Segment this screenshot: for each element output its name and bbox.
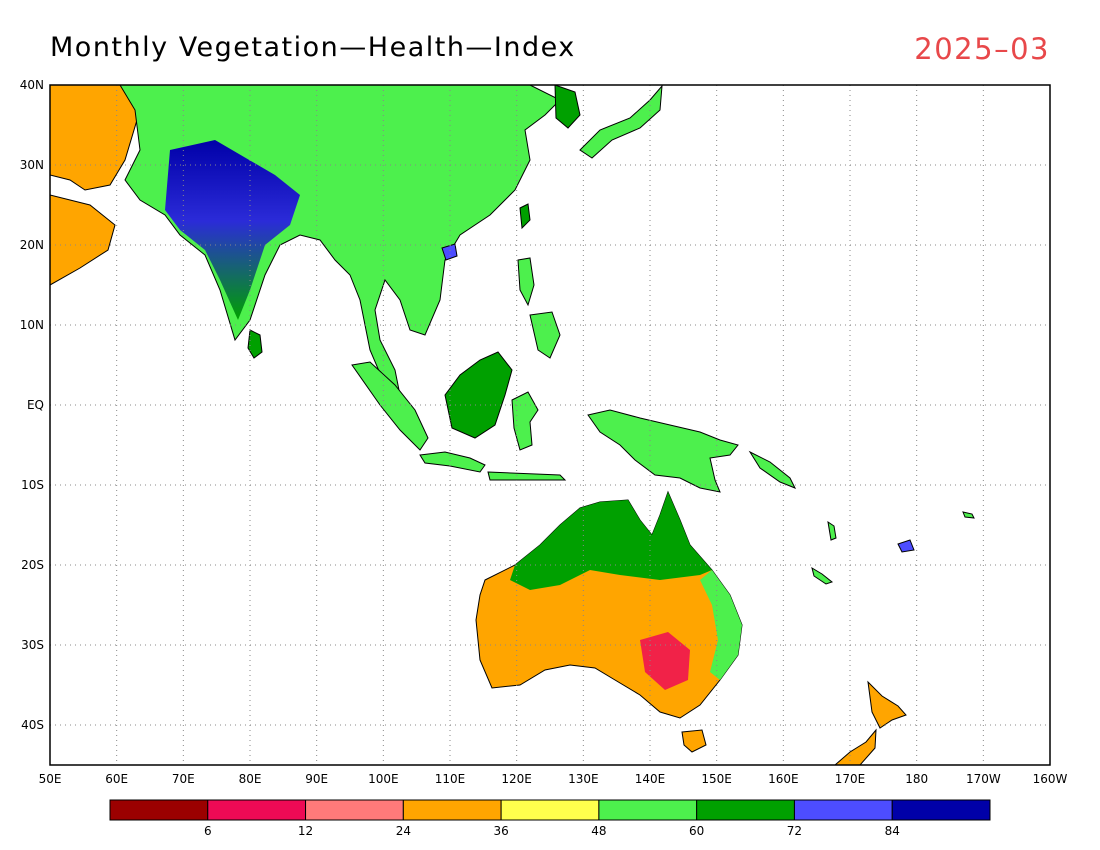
land-sulawesi <box>511 391 539 451</box>
land-sumatra <box>351 361 429 451</box>
lat-tick-label: EQ <box>27 398 44 412</box>
lon-tick-label: 50E <box>39 772 62 786</box>
land-java <box>419 451 486 473</box>
land-philippines-north <box>517 257 535 307</box>
lat-tick-label: 40S <box>21 718 44 732</box>
land-new-caledonia <box>811 566 834 585</box>
lat-tick-label: 10N <box>20 318 44 332</box>
land-sri-lanka <box>247 329 263 359</box>
lat-tick-label: 30N <box>20 158 44 172</box>
legend-swatch <box>402 799 502 821</box>
land-borneo <box>444 351 513 439</box>
lon-tick-label: 140E <box>635 772 666 786</box>
lon-tick-label: 100E <box>368 772 399 786</box>
lon-tick-label: 130E <box>568 772 599 786</box>
land-fiji <box>897 539 915 553</box>
legend-swatch <box>305 799 404 821</box>
legend-swatch <box>696 799 795 821</box>
land-lesser-sunda <box>487 471 567 481</box>
lon-tick-label: 170W <box>966 772 1001 786</box>
legend-swatch <box>598 799 698 821</box>
legend-swatch <box>109 799 209 821</box>
lon-tick-label: 110E <box>435 772 466 786</box>
land-samoa <box>962 511 975 519</box>
lon-tick-label: 160E <box>768 772 799 786</box>
lat-tick-label: 30S <box>21 638 44 652</box>
land-solomons <box>748 450 797 489</box>
land-asia <box>119 85 561 397</box>
lat-tick-label: 10S <box>21 478 44 492</box>
land-arabia <box>50 194 116 286</box>
color-legend: 6 12 24 36 48 60 72 84 <box>109 799 991 838</box>
lon-tick-label: 150E <box>701 772 732 786</box>
land-australia-dry <box>640 632 690 690</box>
land-japan <box>579 85 663 159</box>
land-korea <box>554 85 581 129</box>
land-vanuatu <box>827 520 837 541</box>
legend-swatch <box>891 799 991 821</box>
lon-tick-label: 90E <box>305 772 328 786</box>
legend-label: 72 <box>787 824 802 838</box>
land-nz-north <box>867 680 907 729</box>
legend-label: 60 <box>689 824 704 838</box>
map-frame <box>49 84 1051 766</box>
land-middle-east <box>50 85 141 191</box>
lat-tick-label: 40N <box>20 78 44 92</box>
lon-tick-label: 70E <box>172 772 195 786</box>
map-title: Monthly Vegetation—Health—Index <box>50 32 576 63</box>
lon-tick-label: 120E <box>501 772 532 786</box>
lon-tick-label: 160W <box>1033 772 1068 786</box>
legend-label: 84 <box>885 824 900 838</box>
land-philippines-south <box>529 311 561 359</box>
legend-label: 6 <box>204 824 212 838</box>
land-tasmania <box>681 729 707 753</box>
land-australia-east <box>700 570 742 680</box>
lat-tick-label: 20N <box>20 238 44 252</box>
graticule <box>50 85 1050 765</box>
legend-swatch <box>207 799 307 821</box>
legend-label: 12 <box>298 824 313 838</box>
legend-swatch <box>500 799 600 821</box>
lon-tick-label: 170E <box>835 772 866 786</box>
axis-labels: 50E 60E 70E 80E 90E 100E 110E 120E 130E 140E 150E 1… <box>20 78 1068 786</box>
land-layer <box>50 85 975 765</box>
land-india-core <box>165 140 300 320</box>
map-date: 2025–03 <box>914 32 1050 66</box>
legend-swatch <box>793 799 893 821</box>
lat-tick-label: 20S <box>21 558 44 572</box>
lon-tick-label: 180 <box>905 772 928 786</box>
legend-label: 48 <box>591 824 606 838</box>
land-new-guinea <box>587 409 739 493</box>
lon-tick-label: 80E <box>239 772 262 786</box>
lon-tick-label: 60E <box>105 772 128 786</box>
legend-label: 36 <box>493 824 508 838</box>
legend-label: 24 <box>396 824 411 838</box>
land-taiwan <box>519 203 531 230</box>
land-nz-south <box>834 728 877 765</box>
